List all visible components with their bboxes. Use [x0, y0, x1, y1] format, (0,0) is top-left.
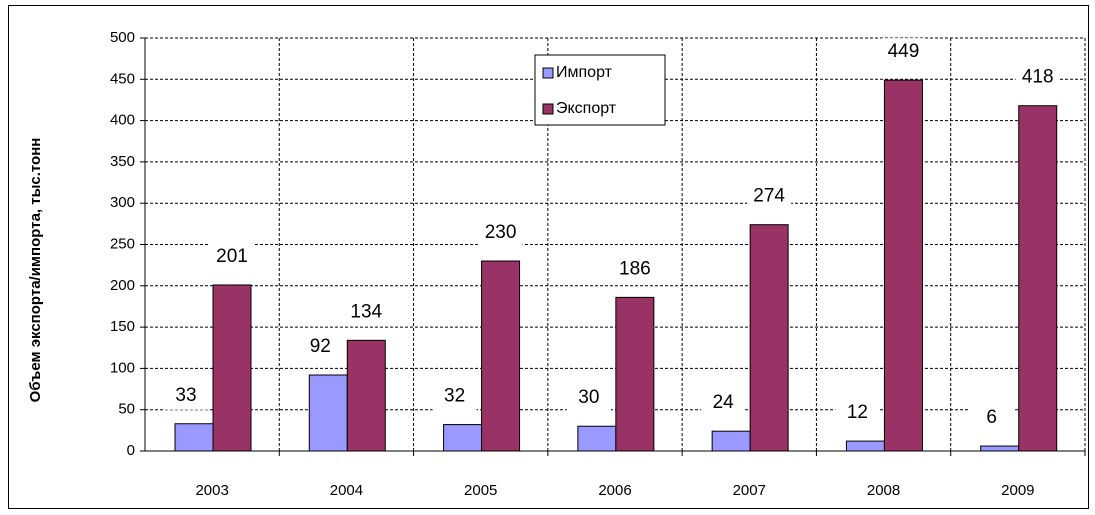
value-label: 32 [444, 386, 465, 407]
x-tick-label: 2005 [464, 482, 497, 499]
y-tick-label: 300 [110, 194, 135, 211]
value-label-bg [612, 255, 657, 284]
x-tick-label: 2007 [733, 482, 766, 499]
bar [346, 339, 386, 452]
value-label-bg [210, 242, 254, 271]
bar [711, 430, 751, 452]
x-tick-label: 2004 [330, 482, 363, 499]
y-tick-label: 400 [110, 112, 135, 129]
bar [615, 296, 655, 452]
value-label-bg [164, 381, 208, 410]
bar [980, 445, 1020, 452]
y-axis-title: Объем экспорта/импорта, тыс.тонн [27, 138, 44, 403]
y-tick-label: 250 [110, 235, 135, 252]
value-label: 134 [350, 301, 382, 322]
y-tick-label: 450 [110, 70, 135, 87]
value-label: 33 [175, 385, 196, 406]
y-tick-label: 50 [118, 401, 135, 418]
value-label: 230 [485, 222, 517, 243]
y-tick-label: 100 [110, 359, 135, 376]
y-tick-label: 350 [110, 153, 135, 170]
value-label: 92 [310, 336, 331, 357]
bar [577, 425, 617, 452]
x-tick-label: 2006 [598, 482, 631, 499]
value-label: 24 [713, 392, 735, 413]
value-label: 449 [888, 41, 920, 62]
value-label: 12 [847, 402, 868, 423]
x-tick-label: 2009 [1001, 482, 1034, 499]
legend-swatch [542, 67, 554, 79]
value-label-bg [1015, 63, 1060, 92]
y-tick-label: 500 [110, 29, 135, 46]
bar [883, 79, 923, 452]
bar [845, 440, 885, 452]
bar [749, 224, 789, 452]
bar [443, 424, 483, 452]
value-label: 30 [578, 387, 599, 408]
value-label: 186 [619, 258, 651, 279]
value-label: 201 [216, 246, 248, 267]
y-tick-label: 0 [127, 442, 135, 459]
value-label-bg [566, 384, 611, 413]
value-label-bg [701, 389, 746, 418]
bar [308, 374, 348, 452]
y-tick-label: 150 [110, 318, 135, 335]
y-tick-label: 200 [110, 277, 135, 294]
bar [481, 260, 521, 452]
legend-swatch [542, 103, 554, 115]
value-label-bg [344, 298, 389, 327]
legend-label: Импорт [556, 64, 613, 81]
value-label: 6 [986, 407, 997, 428]
value-label-bg [969, 404, 1014, 433]
value-label-bg [478, 219, 523, 248]
bar [174, 423, 214, 452]
bar [212, 284, 252, 452]
bar [1018, 105, 1058, 452]
value-label-bg [432, 382, 477, 411]
value-label-bg [298, 333, 343, 362]
x-tick-label: 2003 [195, 482, 228, 499]
legend-label: Экспорт [556, 100, 617, 117]
value-label-bg [835, 399, 880, 428]
value-label-bg [747, 182, 792, 211]
value-label-bg [881, 38, 926, 67]
x-tick-label: 2008 [867, 482, 900, 499]
value-label: 274 [753, 186, 785, 207]
legend [534, 54, 666, 126]
value-label: 418 [1022, 67, 1054, 88]
